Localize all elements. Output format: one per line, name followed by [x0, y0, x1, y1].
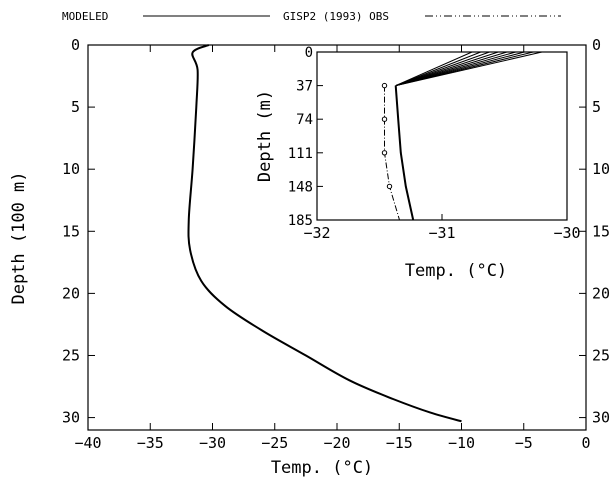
- inset-y-ticks: 0 37 74 111 148 185: [288, 45, 323, 229]
- main-y-tick-label-right: 25: [592, 346, 610, 364]
- inset-obs-point: [381, 150, 388, 156]
- main-x-tick-label: −25: [261, 434, 288, 452]
- main-y-tick-label: 5: [71, 98, 80, 116]
- main-x-tick-label: −40: [74, 434, 101, 452]
- main-y-tick-label: 0: [71, 36, 80, 54]
- main-x-tick-label: −5: [515, 434, 533, 452]
- legend-obs-label: GISP2 (1993) OBS: [283, 10, 389, 23]
- inset-modeled-fan-line: [395, 51, 481, 87]
- main-y-tick-label: 10: [62, 160, 80, 178]
- main-x-ticks: −40 −35 −30 −25 −20 −15 −10 −5 0: [74, 45, 591, 452]
- inset-y-tick-label: 74: [296, 112, 313, 128]
- main-x-tick-label: −10: [448, 434, 475, 452]
- legend-modeled-label: MODELED: [62, 10, 108, 23]
- main-y-tick-label: 25: [62, 346, 80, 364]
- main-y-axis-title: Depth (100 m): [9, 171, 29, 304]
- main-x-tick-label: −15: [386, 434, 413, 452]
- main-y-tick-label-right: 20: [592, 284, 610, 302]
- inset-obs-point: [386, 183, 393, 190]
- inset-x-tick-label: −32: [303, 224, 330, 242]
- main-y-tick-label-right: 0: [592, 36, 601, 54]
- main-y-tick-label-right: 10: [592, 160, 610, 178]
- inset-y-tick-label: 185: [288, 213, 313, 229]
- main-y-tick-label-right: 5: [592, 98, 601, 116]
- main-y-ticks: 0 0 5 5 10 10 15 15 20 20 25 25 30 30: [62, 36, 610, 427]
- legend: MODELED GISP2 (1993) OBS: [62, 10, 561, 23]
- main-y-tick-label: 15: [62, 222, 80, 240]
- inset-modeled-fan-line: [395, 51, 490, 87]
- inset-y-tick-label: 148: [288, 179, 313, 195]
- inset-x-axis-title: Temp. (°C): [405, 261, 507, 281]
- main-x-tick-label: 0: [581, 434, 590, 452]
- inset-plot: −32 −31 −30 0 37 74 111 148 185 Temp. (°C) Dept…: [255, 45, 581, 281]
- main-x-tick-label: −20: [323, 434, 350, 452]
- inset-plot-frame: [316, 51, 568, 221]
- main-x-tick-label: −35: [137, 434, 164, 452]
- inset-y-axis-title: Depth (m): [255, 90, 275, 182]
- inset-obs-point: [381, 82, 388, 89]
- inset-series: [381, 51, 543, 221]
- inset-x-tick-label: −30: [553, 224, 580, 242]
- main-x-tick-label: −30: [199, 434, 226, 452]
- main-y-tick-label: 20: [62, 284, 80, 302]
- inset-obs-point: [381, 116, 388, 122]
- main-y-tick-label-right: 15: [592, 222, 610, 240]
- main-x-axis-title: Temp. (°C): [271, 458, 373, 478]
- main-series: [187, 44, 462, 423]
- main-y-tick-label: 30: [62, 409, 80, 427]
- inset-y-tick-label: 111: [288, 146, 313, 162]
- inset-y-tick-label: 37: [296, 79, 313, 95]
- main-y-tick-label-right: 30: [592, 409, 610, 427]
- inset-series-line-modeled: [394, 85, 415, 221]
- inset-y-tick-label: 0: [305, 45, 313, 61]
- inset-x-tick-label: −31: [428, 224, 455, 242]
- main-series-line-modeled: [187, 44, 462, 423]
- inset-modeled-fan-line: [395, 51, 473, 87]
- main-plot: −40 −35 −30 −25 −20 −15 −10 −5 0 0 0 5 5 10 10 15 15 20 2…: [9, 36, 610, 478]
- inset-x-ticks: −32 −31 −30: [303, 214, 581, 242]
